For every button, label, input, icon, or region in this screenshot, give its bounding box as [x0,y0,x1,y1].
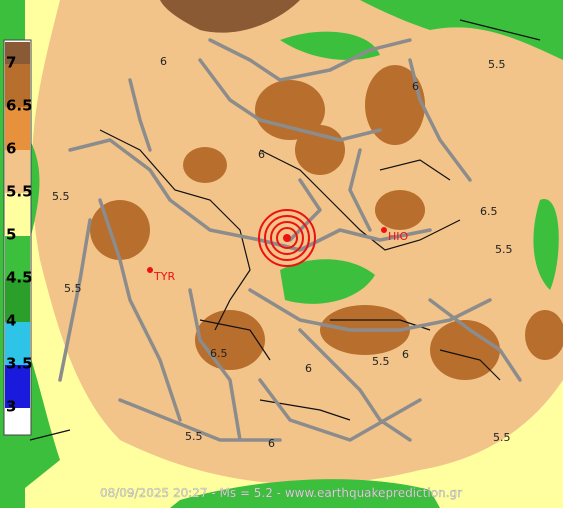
contour-label: 6 [160,55,167,68]
legend-swatch [5,279,30,322]
legend-label: 6.5 [6,97,33,115]
legend-swatch [5,236,30,279]
contour-label: 6 [305,362,312,375]
coastlines [29,19,541,441]
legend-label: 6 [6,140,16,158]
contour-label: 5.5 [52,190,70,203]
legend-swatch [5,193,30,236]
contour-label: 6 [258,148,265,161]
contour-label: 6 [412,80,419,93]
legend-swatch [5,42,30,64]
legend-label: 4 [6,312,16,330]
contour-label: 6.5 [210,347,228,360]
city-label: HIO [388,230,409,243]
contour-label: 6 [268,437,275,450]
city-marker [381,227,387,233]
fault-lines [58,38,522,442]
legend-label: 7 [6,54,16,72]
contour-label: 5.5 [372,355,390,368]
contour-label: 5.5 [493,431,511,444]
contour-label: 6 [402,348,409,361]
contour-label: 5.5 [488,58,506,71]
legend-label: 4.5 [6,269,33,287]
legend-swatch [5,107,30,150]
contour-label: 5.5 [495,243,513,256]
city-marker [147,267,153,273]
labels: 6 5.5 6 5.5 6 6.5 5.5 5.5 6.5 6 5.5 6 5.5 5.5 6 TYR HIO [52,55,513,450]
contour-label: 5.5 [185,430,203,443]
legend-label: 3 [6,398,16,416]
legend-swatch [5,365,30,408]
legend: 7 6.5 6 5.5 5 4.5 4 3.5 3 [3,39,33,436]
city-label: TYR [153,270,175,283]
contour-label: 6.5 [480,205,498,218]
legend-label: 5 [6,226,16,244]
contour-label: 5.5 [64,282,82,295]
legend-label: 5.5 [6,183,33,201]
epicenter [258,209,316,267]
legend-swatch [5,64,30,107]
legend-label: 3.5 [6,355,33,373]
footer: 08/09/2025 20:27 - Ms = 5.2 - www.earthq… [100,486,462,500]
legend-swatch [5,322,30,365]
legend-swatch [5,150,30,193]
